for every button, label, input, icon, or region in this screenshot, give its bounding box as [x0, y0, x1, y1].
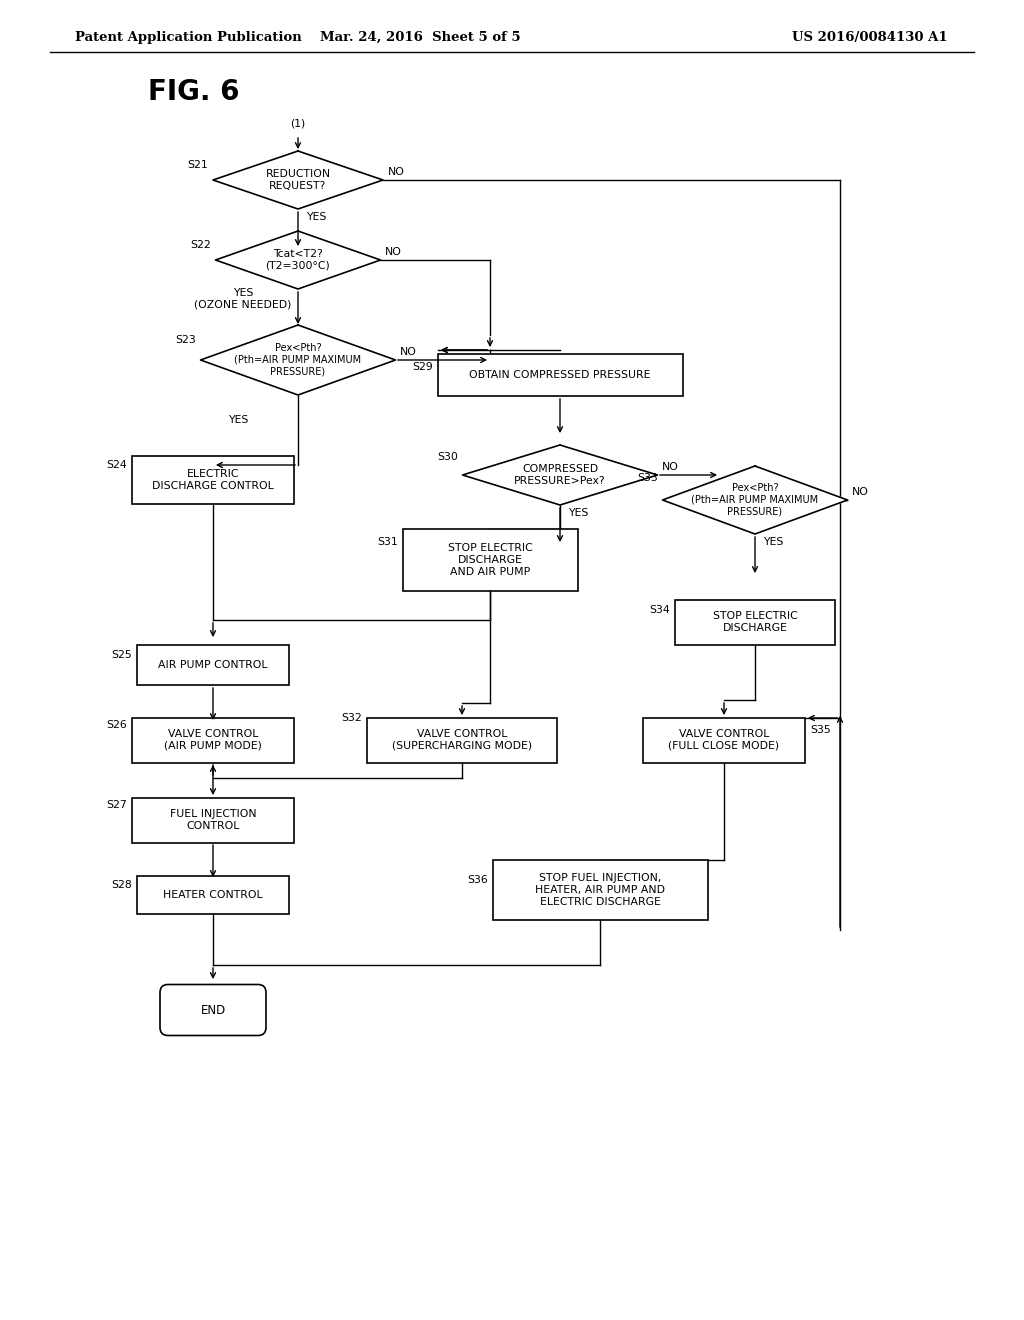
Text: S29: S29	[413, 362, 433, 372]
Text: S26: S26	[106, 719, 127, 730]
Text: S21: S21	[187, 160, 208, 170]
FancyBboxPatch shape	[675, 599, 835, 644]
Polygon shape	[663, 466, 848, 535]
Text: NO: NO	[662, 462, 679, 473]
FancyBboxPatch shape	[437, 354, 683, 396]
Text: NO: NO	[388, 168, 404, 177]
Text: VALVE CONTROL
(SUPERCHARGING MODE): VALVE CONTROL (SUPERCHARGING MODE)	[392, 729, 532, 751]
FancyBboxPatch shape	[643, 718, 805, 763]
FancyBboxPatch shape	[132, 718, 294, 763]
Text: FUEL INJECTION
CONTROL: FUEL INJECTION CONTROL	[170, 809, 256, 830]
Text: US 2016/0084130 A1: US 2016/0084130 A1	[793, 30, 948, 44]
Text: VALVE CONTROL
(AIR PUMP MODE): VALVE CONTROL (AIR PUMP MODE)	[164, 729, 262, 751]
Polygon shape	[213, 150, 383, 209]
Text: STOP ELECTRIC
DISCHARGE: STOP ELECTRIC DISCHARGE	[713, 611, 798, 632]
Text: S28: S28	[112, 880, 132, 890]
Text: NO: NO	[385, 247, 401, 257]
Text: Pex<Pth?
(Pth=AIR PUMP MAXIMUM
PRESSURE): Pex<Pth? (Pth=AIR PUMP MAXIMUM PRESSURE)	[234, 343, 361, 376]
Text: Tcat<T2?
(T2=300°C): Tcat<T2? (T2=300°C)	[265, 249, 331, 271]
Text: Pex<Pth?
(Pth=AIR PUMP MAXIMUM
PRESSURE): Pex<Pth? (Pth=AIR PUMP MAXIMUM PRESSURE)	[691, 483, 818, 516]
Text: S25: S25	[112, 649, 132, 660]
Text: NO: NO	[852, 487, 869, 498]
Text: NO: NO	[400, 347, 417, 356]
Text: S23: S23	[175, 335, 196, 345]
Polygon shape	[201, 325, 395, 395]
Text: VALVE CONTROL
(FULL CLOSE MODE): VALVE CONTROL (FULL CLOSE MODE)	[669, 729, 779, 751]
Text: HEATER CONTROL: HEATER CONTROL	[163, 890, 263, 900]
Text: S22: S22	[190, 240, 211, 249]
Text: REDUCTION
REQUEST?: REDUCTION REQUEST?	[265, 169, 331, 191]
Text: YES: YES	[763, 537, 783, 546]
Polygon shape	[215, 231, 381, 289]
Text: OBTAIN COMPRESSED PRESSURE: OBTAIN COMPRESSED PRESSURE	[469, 370, 650, 380]
Text: (1): (1)	[291, 117, 305, 128]
FancyBboxPatch shape	[160, 985, 266, 1035]
Text: YES: YES	[568, 508, 589, 517]
Text: S32: S32	[341, 713, 362, 723]
Text: STOP ELECTRIC
DISCHARGE
AND AIR PUMP: STOP ELECTRIC DISCHARGE AND AIR PUMP	[447, 544, 532, 577]
Text: YES: YES	[306, 213, 327, 222]
Text: S24: S24	[106, 459, 127, 470]
FancyBboxPatch shape	[137, 876, 289, 913]
Text: S36: S36	[467, 875, 488, 884]
Text: S31: S31	[377, 537, 398, 546]
Text: ELECTRIC
DISCHARGE CONTROL: ELECTRIC DISCHARGE CONTROL	[153, 469, 273, 491]
FancyBboxPatch shape	[493, 861, 708, 920]
Text: S35: S35	[810, 725, 830, 735]
Text: YES: YES	[227, 414, 248, 425]
Text: AIR PUMP CONTROL: AIR PUMP CONTROL	[159, 660, 267, 671]
Text: S34: S34	[649, 605, 670, 615]
Text: YES
(OZONE NEEDED): YES (OZONE NEEDED)	[195, 288, 292, 310]
Text: S30: S30	[437, 451, 458, 462]
Text: END: END	[201, 1003, 225, 1016]
FancyBboxPatch shape	[132, 797, 294, 842]
Text: COMPRESSED
PRESSURE>Pex?: COMPRESSED PRESSURE>Pex?	[514, 465, 606, 486]
Text: S27: S27	[106, 800, 127, 810]
Text: Patent Application Publication: Patent Application Publication	[75, 30, 302, 44]
Polygon shape	[463, 445, 657, 506]
Text: FIG. 6: FIG. 6	[148, 78, 240, 106]
Text: STOP FUEL INJECTION,
HEATER, AIR PUMP AND
ELECTRIC DISCHARGE: STOP FUEL INJECTION, HEATER, AIR PUMP AN…	[535, 874, 665, 907]
FancyBboxPatch shape	[132, 455, 294, 504]
FancyBboxPatch shape	[137, 645, 289, 685]
FancyBboxPatch shape	[367, 718, 557, 763]
Text: S33: S33	[637, 473, 658, 483]
FancyBboxPatch shape	[402, 529, 578, 591]
Text: Mar. 24, 2016  Sheet 5 of 5: Mar. 24, 2016 Sheet 5 of 5	[319, 30, 520, 44]
